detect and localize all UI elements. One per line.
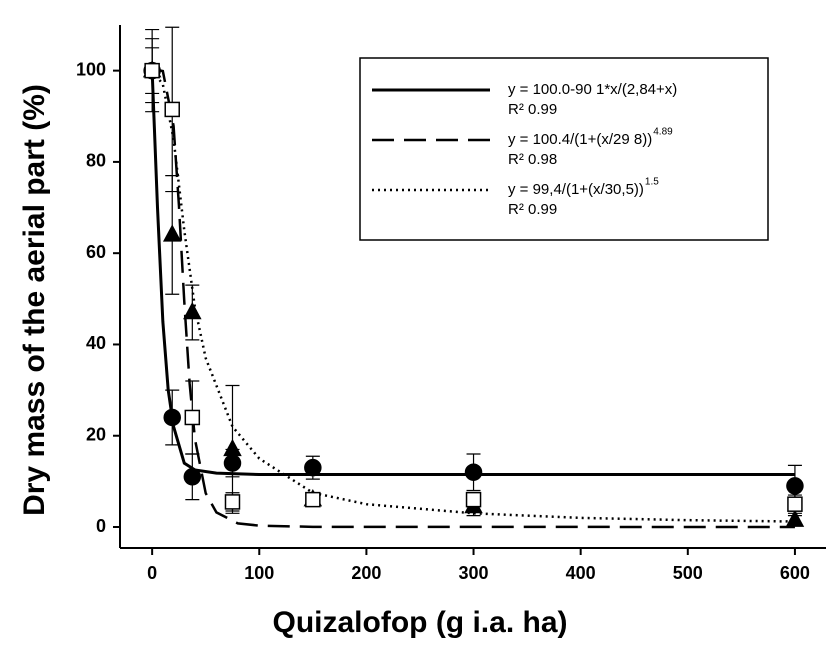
- marker: [785, 509, 805, 527]
- x-tick-label: 0: [147, 563, 157, 583]
- marker: [787, 496, 803, 512]
- marker: [162, 224, 182, 242]
- legend-r2: R² 0.99: [508, 101, 557, 118]
- x-tick-label: 200: [351, 563, 381, 583]
- y-tick-label: 20: [86, 424, 106, 444]
- y-tick-label: 100: [76, 59, 106, 79]
- marker: [163, 408, 181, 427]
- y-axis-label: Dry mass of the aerial part (%): [18, 84, 51, 516]
- legend-box: [359, 57, 769, 241]
- legend-equation: y = 100.0-90 1*x/(2,84+x): [508, 81, 677, 98]
- x-tick-label: 400: [566, 563, 596, 583]
- marker: [184, 409, 201, 426]
- fit-curve: [151, 67, 795, 529]
- marker: [223, 438, 242, 457]
- marker: [224, 494, 241, 510]
- marker: [465, 491, 482, 508]
- y-tick-label: 0: [96, 516, 106, 536]
- legend-r2: R² 0.99: [508, 201, 557, 218]
- marker: [786, 477, 804, 495]
- marker: [183, 468, 202, 486]
- x-tick-label: 100: [244, 563, 274, 583]
- legend-r2: R² 0.98: [508, 151, 557, 168]
- marker: [464, 463, 483, 481]
- x-tick-label: 500: [673, 563, 703, 583]
- x-tick-label: 600: [780, 563, 810, 583]
- y-tick-label: 40: [86, 333, 106, 353]
- legend-exponent: 1.5: [645, 177, 659, 188]
- marker: [164, 101, 180, 118]
- legend-equation: y = 100.4/(1+(x/29 8)): [508, 131, 652, 148]
- y-tick-label: 80: [86, 151, 106, 171]
- x-axis-label: Quizalofop (g i.a. ha): [273, 606, 568, 639]
- legend-equation: y = 99,4/(1+(x/30,5)): [508, 181, 644, 198]
- fit-curve: [150, 70, 795, 477]
- marker: [183, 301, 202, 320]
- legend-exponent: 4.89: [653, 127, 673, 138]
- marker: [144, 62, 160, 79]
- marker: [304, 458, 322, 477]
- y-tick-label: 60: [86, 242, 106, 262]
- x-tick-label: 300: [459, 563, 489, 583]
- marker: [305, 491, 321, 508]
